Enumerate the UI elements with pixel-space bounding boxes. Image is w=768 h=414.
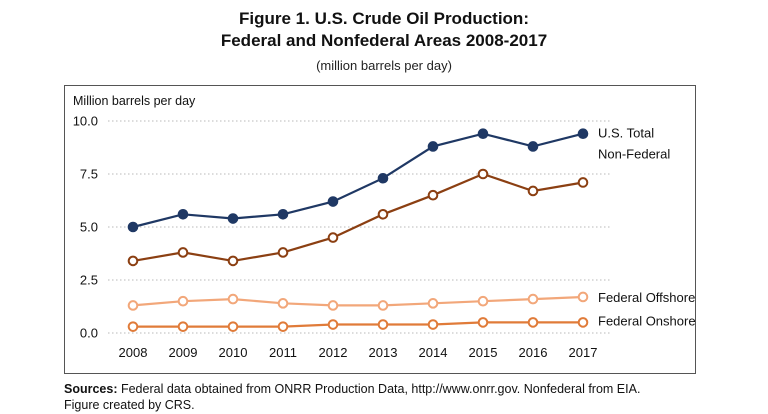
series-line-federal-onshore xyxy=(133,321,583,328)
data-point xyxy=(427,298,439,309)
x-tick-label: 2011 xyxy=(269,345,297,360)
credit-text: Figure created by CRS. xyxy=(64,398,195,412)
data-point xyxy=(177,208,189,220)
chart-frame xyxy=(64,85,696,374)
data-point xyxy=(377,319,389,330)
x-tick-label: 2017 xyxy=(569,345,598,360)
y-tick-label: 10.0 xyxy=(73,114,98,129)
data-point xyxy=(327,196,339,207)
series-label: Federal Onshore xyxy=(598,313,696,328)
data-point xyxy=(327,300,339,311)
series-line-non-federal xyxy=(132,172,584,263)
x-tick-label: 2010 xyxy=(219,345,248,360)
data-point xyxy=(127,300,139,311)
data-point xyxy=(377,208,389,220)
data-point xyxy=(227,213,239,224)
data-point xyxy=(327,319,339,330)
data-point xyxy=(577,291,589,303)
x-tick-label: 2014 xyxy=(419,345,448,360)
data-point xyxy=(427,141,439,152)
data-point xyxy=(427,189,439,201)
data-point xyxy=(527,293,539,305)
data-point xyxy=(577,317,589,328)
data-point xyxy=(127,221,139,233)
data-point xyxy=(477,295,489,307)
series-line-federal-offshore xyxy=(132,295,584,307)
data-point xyxy=(277,298,289,309)
y-tick-label: 2.5 xyxy=(80,273,98,288)
x-tick-label: 2008 xyxy=(119,345,148,360)
sources-label: Sources: xyxy=(64,382,118,396)
y-axis-title: Million barrels per day xyxy=(73,94,196,108)
data-point xyxy=(177,247,189,258)
x-tick-label: 2015 xyxy=(469,345,498,360)
data-point xyxy=(177,321,189,332)
data-point xyxy=(327,232,339,243)
x-tick-label: 2013 xyxy=(369,345,398,360)
series-line-u-s-total xyxy=(132,132,584,229)
data-point xyxy=(427,319,439,330)
y-tick-label: 5.0 xyxy=(80,220,98,235)
figure-subtitle: (million barrels per day) xyxy=(316,58,452,73)
data-point xyxy=(527,185,539,197)
data-point xyxy=(527,317,539,328)
data-point xyxy=(227,321,239,332)
data-point xyxy=(277,321,289,332)
data-point xyxy=(477,168,489,180)
x-tick-label: 2016 xyxy=(519,345,548,360)
sources-note: Sources: Federal data obtained from ONRR… xyxy=(64,381,640,413)
data-point xyxy=(377,300,389,311)
data-point xyxy=(277,208,289,220)
data-point xyxy=(377,172,389,184)
data-point xyxy=(527,141,539,152)
series-label: U.S. Total xyxy=(598,126,654,141)
data-point xyxy=(127,321,139,332)
data-point xyxy=(227,293,239,305)
y-tick-label: 7.5 xyxy=(80,167,98,182)
series-label: Federal Offshore xyxy=(598,290,695,305)
x-tick-label: 2012 xyxy=(319,345,348,360)
figure-title-line2: Federal and Nonfederal Areas 2008-2017 xyxy=(220,31,548,50)
series-label: Non-Federal xyxy=(598,146,670,161)
data-point xyxy=(477,128,489,140)
y-tick-label: 0.0 xyxy=(80,326,98,341)
figure-title-line1: Figure 1. U.S. Crude Oil Production: xyxy=(239,9,529,28)
data-point xyxy=(177,295,189,307)
data-point xyxy=(577,177,589,188)
data-point xyxy=(227,255,239,267)
data-point xyxy=(277,247,289,258)
sources-text: Federal data obtained from ONRR Producti… xyxy=(117,382,641,396)
x-tick-label: 2009 xyxy=(169,345,198,360)
data-point xyxy=(127,255,139,267)
data-point xyxy=(477,317,489,328)
data-point xyxy=(577,128,589,140)
